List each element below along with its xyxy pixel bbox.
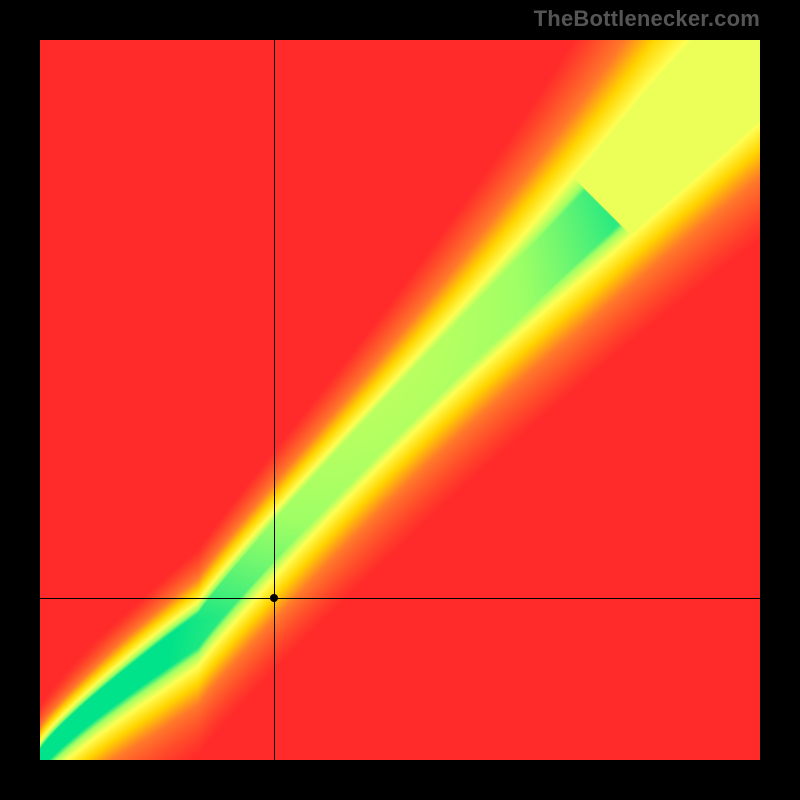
bottleneck-heatmap (40, 40, 760, 760)
watermark-text: TheBottlenecker.com (534, 6, 760, 32)
crosshair-marker-dot (270, 594, 278, 602)
heatmap-canvas (40, 40, 760, 760)
crosshair-horizontal (40, 598, 760, 599)
crosshair-vertical (274, 40, 275, 760)
